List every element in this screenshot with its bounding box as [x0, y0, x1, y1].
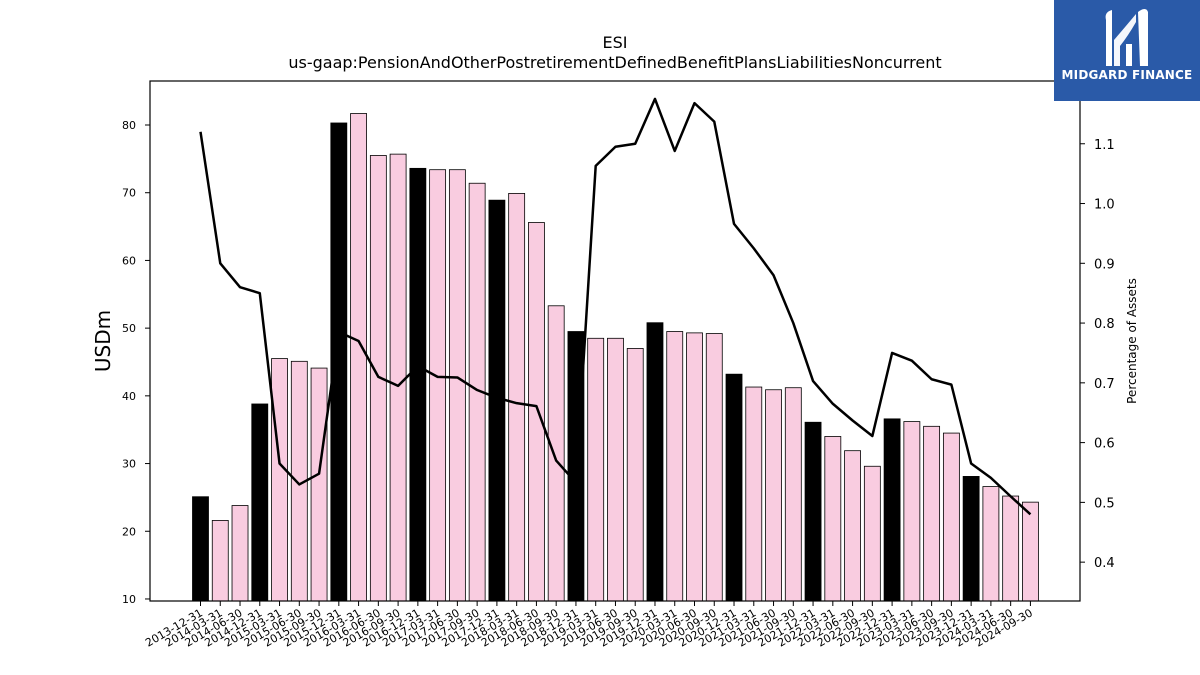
bar-2022-09-30: [863, 465, 881, 602]
bar-2024-03-31: [982, 486, 1000, 602]
bar-2019-06-30: [607, 337, 624, 602]
bar-2021-09-30: [784, 387, 802, 602]
bar-2020-03-31: [666, 331, 684, 602]
y-tick-label: 60: [122, 254, 136, 267]
bar-2019-09-30: [626, 348, 644, 602]
bar-2022-03-31: [824, 436, 842, 602]
bar-2016-09-30: [389, 153, 407, 602]
bar-2014-03-31: [211, 520, 229, 602]
y-axis: 10 20 30 40 50 60 70 80: [122, 119, 150, 606]
bar-2020-06-30: [686, 332, 703, 602]
bar-2018-03-31: [508, 192, 526, 602]
y-tick-label: 50: [122, 322, 136, 335]
y2-tick-label: 1.1: [1094, 138, 1115, 153]
bar-2020-12-31: [725, 373, 743, 602]
y-tick-label: 30: [122, 458, 136, 471]
line-series-layer: [199, 97, 1032, 516]
bar-2017-03-31: [429, 169, 447, 602]
y-tick-label: 80: [122, 119, 136, 132]
bar-2014-12-31: [251, 403, 269, 602]
y2-tick-label: 1.0: [1094, 198, 1115, 213]
bar-2016-03-31: [350, 113, 367, 602]
bar-2020-09-30: [705, 333, 723, 602]
y2-tick-label: 0.8: [1094, 317, 1115, 332]
y2-tick-label: 0.9: [1094, 257, 1115, 272]
y-tick-label: 40: [122, 390, 136, 403]
bar-2019-03-31: [587, 337, 605, 602]
chart-subtitle: us-gaap:PensionAndOtherPostretirementDef…: [288, 53, 941, 72]
x-axis: 2013-12-312014-03-312014-06-302014-12-31…: [143, 601, 1035, 650]
bar-2024-06-30: [1002, 495, 1020, 602]
bar-2015-09-30: [310, 367, 328, 602]
y2-tick-label: 0.6: [1094, 437, 1115, 452]
bar-2018-09-30: [547, 305, 565, 602]
percentage-of-assets-line: [199, 97, 1032, 516]
bar-2024-09-30: [1022, 501, 1039, 602]
bar-2014-06-30: [231, 505, 249, 602]
bar-2016-12-31: [409, 167, 427, 602]
brand-name: MIDGARD FINANCE: [1061, 68, 1193, 82]
y-tick-label: 70: [122, 187, 136, 200]
bar-2017-06-30: [448, 169, 466, 602]
bar-2021-03-31: [745, 386, 763, 602]
y2-axis-label: Percentage of Assets: [1125, 278, 1139, 404]
bar-2023-12-31: [962, 476, 980, 602]
y-tick-label: 10: [122, 593, 136, 606]
bar-2022-12-31: [883, 418, 901, 602]
bar-2023-06-30: [923, 425, 941, 602]
bar-2021-12-31: [804, 421, 822, 602]
bar-2021-06-30: [765, 389, 782, 602]
bar-2018-06-30: [528, 222, 545, 602]
bar-2013-12-31: [192, 496, 209, 602]
bar-series: [192, 113, 1039, 602]
bar-2023-09-30: [942, 432, 960, 602]
bar-2023-03-31: [903, 421, 921, 602]
y2-tick-label: 0.7: [1094, 377, 1115, 392]
y2-axis: 0.4 0.5 0.6 0.7 0.8 0.9 1.0 1.1: [1080, 138, 1115, 571]
bar-2019-12-31: [646, 322, 664, 602]
brand-logo: MIDGARD FINANCE: [1054, 0, 1200, 101]
y2-tick-label: 0.4: [1094, 556, 1115, 571]
bar-2015-03-31: [271, 358, 288, 602]
y-axis-label: USDm: [91, 310, 115, 372]
chart-title: ESI: [603, 33, 628, 52]
y-tick-label: 20: [122, 525, 136, 538]
bar-2022-06-30: [844, 450, 861, 602]
y2-tick-label: 0.5: [1094, 496, 1115, 511]
bar-2015-12-31: [330, 122, 348, 602]
midgard-logo-icon: [1105, 9, 1148, 66]
